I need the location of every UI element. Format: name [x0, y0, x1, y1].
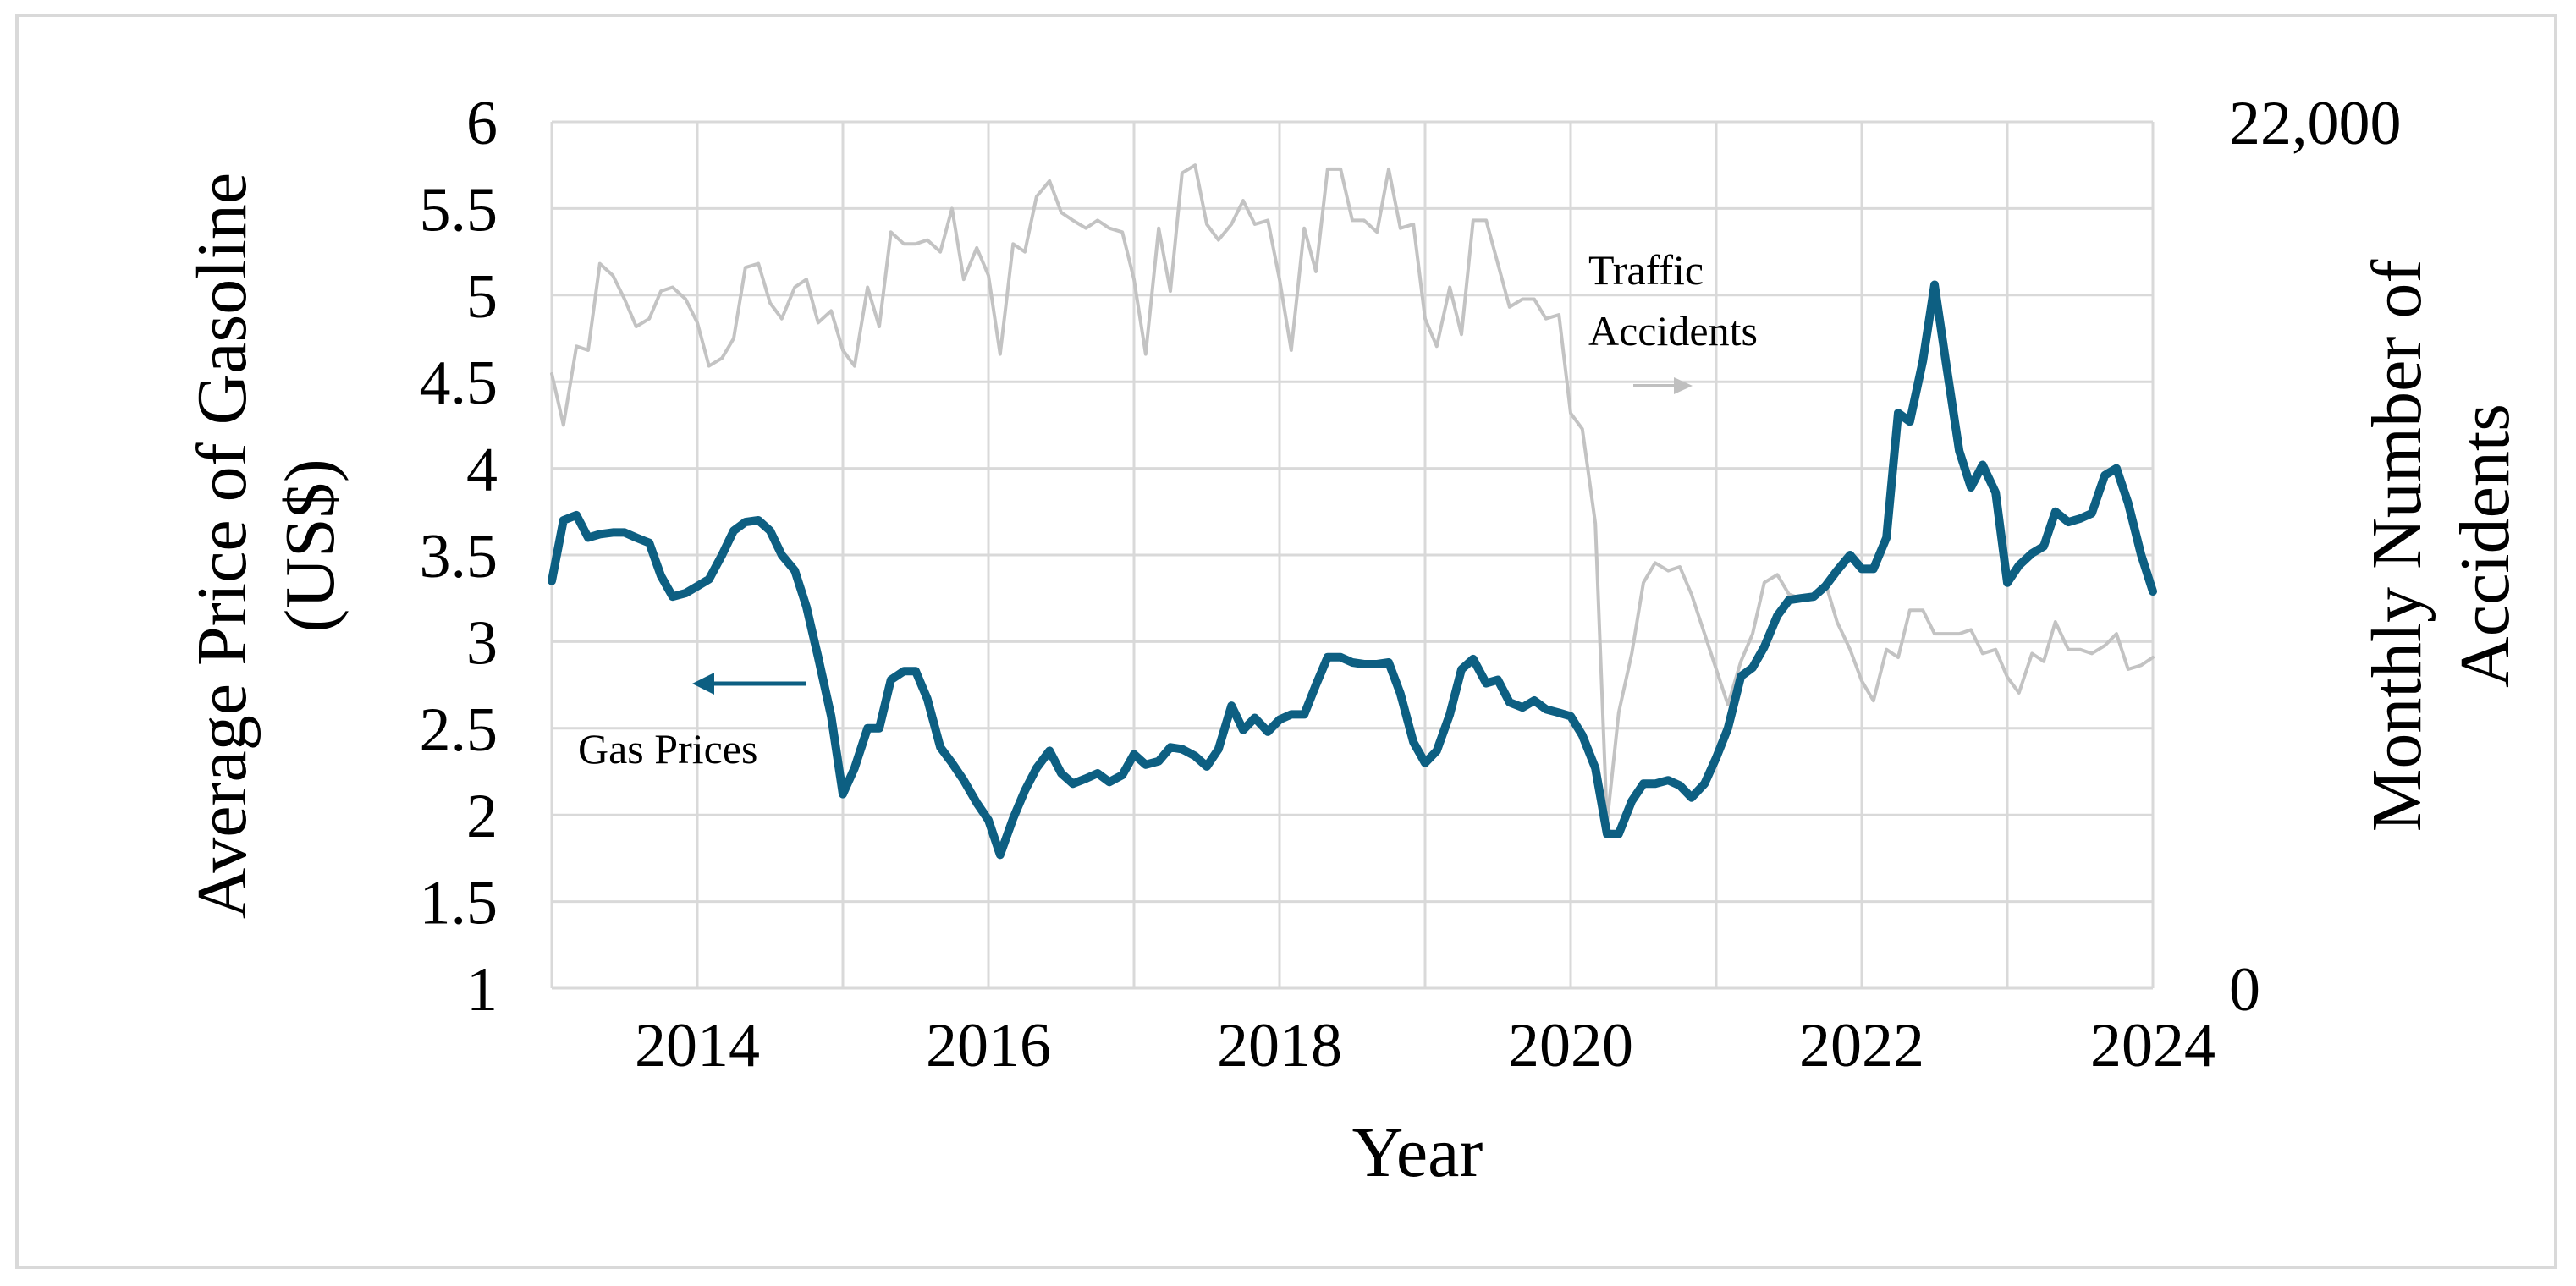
y-left-tick-label: 2	[466, 782, 498, 851]
right-axis-title: Monthly Number of Accidents	[2358, 260, 2524, 833]
traffic-accidents-arrow-head	[1674, 377, 1693, 394]
left-axis-title-line-1: Average Price of Gasoline	[183, 173, 261, 919]
y-right-tick-label: 22,000	[2229, 89, 2402, 158]
grid-lines	[550, 120, 2155, 990]
y-left-tick-label: 4	[466, 436, 498, 505]
y-left-tick-label: 1	[466, 955, 498, 1025]
x-tick-label: 2014	[635, 1011, 760, 1080]
traffic-accidents-label-line-2: Accidents	[1588, 307, 1758, 354]
y-right-tick-label: 0	[2229, 955, 2260, 1025]
right-axis-title-line-2: Accidents	[2446, 404, 2524, 688]
traffic-accidents-line	[550, 163, 2155, 825]
y-left-tick-label: 5	[466, 262, 498, 332]
gas-prices-annotation: Gas Prices	[578, 673, 806, 772]
gas-prices-arrow-head	[692, 673, 714, 695]
x-tick-label: 2020	[1508, 1011, 1633, 1080]
series-layer	[548, 163, 2157, 860]
y-left-tick-label: 3.5	[420, 522, 498, 591]
left-axis-title: Average Price of Gasoline (US$)	[183, 173, 350, 919]
right-axis-title-line-1: Monthly Number of	[2358, 260, 2436, 833]
gas-prices-label: Gas Prices	[578, 725, 757, 772]
y-left-tick-label: 3	[466, 608, 498, 678]
y-left-tick-label: 4.5	[420, 349, 498, 418]
tick-labels: 1 1.5 2 2.5 3 3.5 4 4.5 5 5.5 6 0 22,000 2014 2016 2018…	[420, 89, 2402, 1080]
x-tick-label: 2016	[926, 1011, 1051, 1080]
x-tick-label: 2024	[2090, 1011, 2215, 1080]
y-left-tick-label: 1.5	[420, 869, 498, 938]
y-left-tick-label: 5.5	[420, 175, 498, 245]
x-tick-label: 2018	[1217, 1011, 1342, 1080]
x-tick-label: 2022	[1799, 1011, 1924, 1080]
y-left-tick-label: 2.5	[420, 695, 498, 765]
left-axis-title-line-2: (US$)	[271, 459, 350, 632]
gas-prices-line	[548, 280, 2157, 860]
traffic-accidents-label-line-1: Traffic	[1588, 246, 1704, 294]
y-left-tick-label: 6	[466, 89, 498, 158]
x-axis-title: Year	[1352, 1113, 1483, 1192]
traffic-accidents-annotation: Traffic Accidents	[1588, 246, 1758, 394]
